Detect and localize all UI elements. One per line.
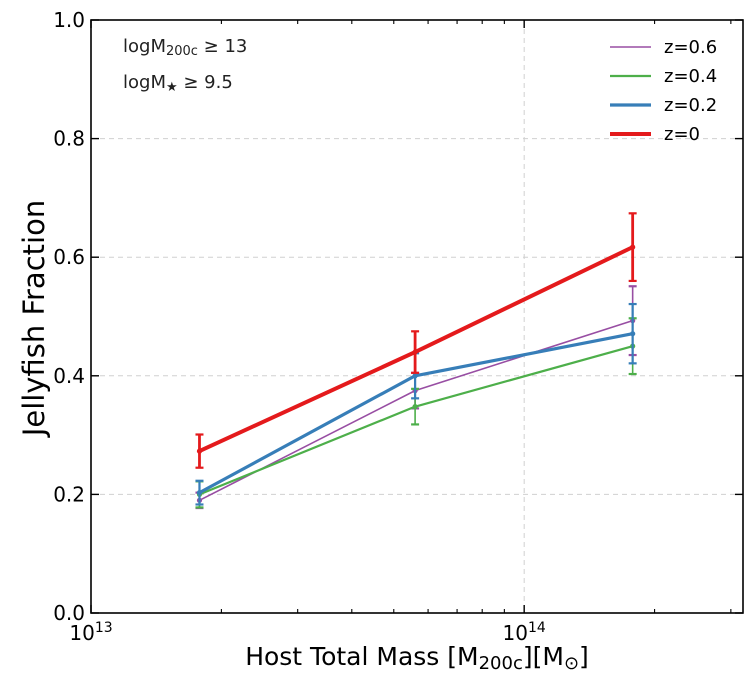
y-axis-label: Jellyfish Fraction: [17, 200, 51, 438]
legend-label-z06: z=0.6: [664, 37, 717, 58]
plot-frame: [90, 19, 744, 614]
data-point: [630, 244, 636, 250]
y-tick-label: 0.8: [53, 127, 85, 151]
x-axis-label-mid: ][M: [523, 642, 564, 671]
data-point: [196, 490, 203, 496]
data-point: [412, 404, 418, 410]
y-tick-label: 0.2: [53, 482, 85, 506]
x-tick-label-exponent: 13: [95, 620, 113, 636]
legend: z=0.6 z=0.4 z=0.2 z=0: [610, 37, 717, 145]
annotation-stellar-suffix: ≥ 9.5: [178, 72, 233, 93]
annotation-stellar-prefix: logM: [123, 72, 166, 93]
x-axis-label: Host Total Mass [M200c][M⊙]: [245, 642, 589, 674]
x-tick-label: 1013: [69, 620, 112, 645]
annotation-halo-sub: 200c: [166, 44, 198, 59]
legend-label-z0: z=0: [664, 124, 700, 145]
annotation-stellar-mass: logM★ ≥ 9.5: [123, 72, 233, 95]
series-z=0: [195, 212, 637, 469]
x-axis-label-end: ]: [579, 642, 589, 671]
y-tick-label: 1.0: [53, 8, 85, 32]
annotation-stellar-sub: ★: [166, 80, 178, 95]
legend-label-z04: z=0.4: [664, 66, 717, 87]
grid: [91, 20, 743, 613]
x-axis-label-sub1: 200c: [479, 653, 523, 674]
y-tick-label: 0.6: [53, 245, 85, 269]
y-tick-label: 0.4: [53, 364, 85, 388]
x-tick-label-base: 10: [503, 621, 528, 645]
data-point: [196, 448, 203, 454]
x-axis-label-main: Host Total Mass [M: [245, 642, 478, 671]
x-tick-label-base: 10: [69, 621, 94, 645]
annotation-halo-suffix: ≥ 13: [198, 36, 247, 57]
legend-label-z02: z=0.2: [664, 95, 717, 116]
series-layer: [195, 212, 637, 510]
annotation-halo-mass: logM200c ≥ 13: [123, 36, 247, 59]
x-axis-label-sub2: ⊙: [564, 653, 579, 674]
data-point: [412, 349, 418, 355]
annotation-halo-prefix: logM: [123, 36, 166, 57]
data-point: [630, 331, 636, 337]
y-tick-label: 0.0: [53, 601, 85, 625]
x-tick-label-exponent: 14: [528, 620, 546, 636]
data-point: [412, 373, 418, 379]
x-tick-label: 1014: [503, 620, 546, 645]
